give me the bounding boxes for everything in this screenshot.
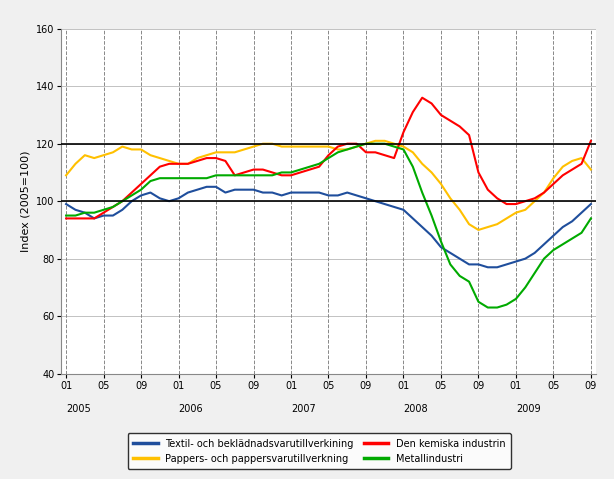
Legend: Textil- och beklädnadsvarutillverkining, Pappers- och pappersvarutillverkning, D: Textil- och beklädnadsvarutillverkining,… <box>128 433 511 469</box>
Y-axis label: Index (2005=100): Index (2005=100) <box>20 150 31 252</box>
Text: 2005: 2005 <box>66 404 91 414</box>
Text: 2009: 2009 <box>516 404 540 414</box>
Text: 2008: 2008 <box>403 404 428 414</box>
Text: 2006: 2006 <box>179 404 203 414</box>
Text: 2007: 2007 <box>291 404 316 414</box>
